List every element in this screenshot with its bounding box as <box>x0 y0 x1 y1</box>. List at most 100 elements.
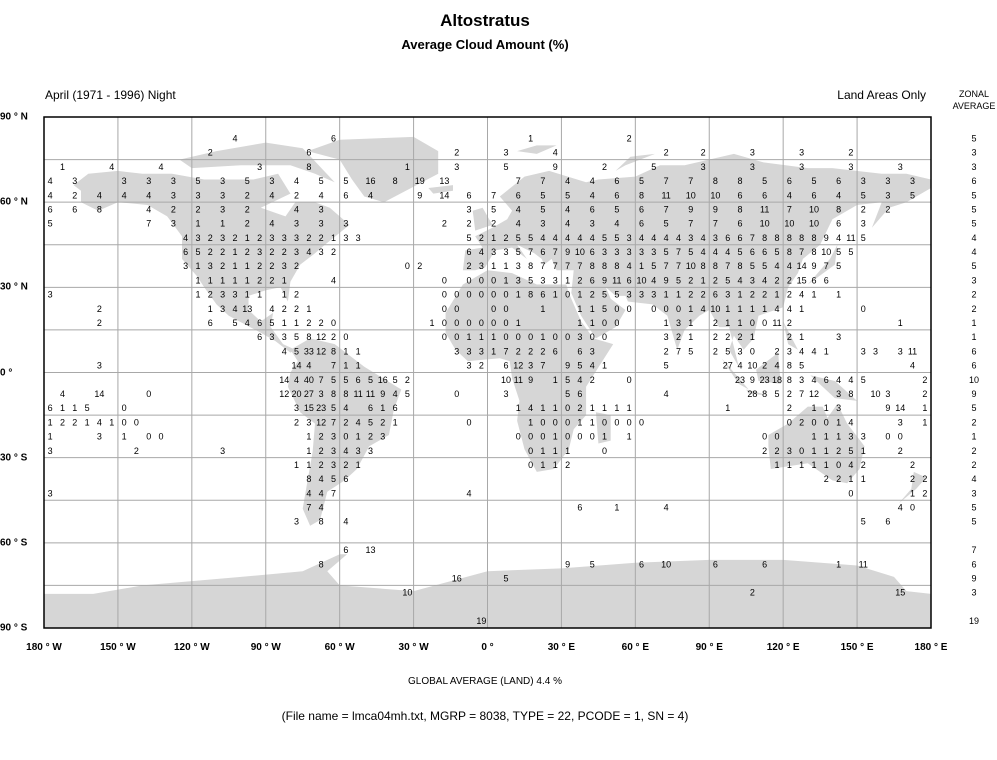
lat-tick-label: 60 ° N <box>0 196 28 208</box>
lon-tick-label: 150 ° E <box>840 642 874 653</box>
cell-value: 4 <box>294 375 299 385</box>
cell-value: 3 <box>467 346 472 356</box>
zonal-average-value: 2 <box>971 446 976 456</box>
cell-value: 3 <box>688 233 693 243</box>
cell-value: 2 <box>257 233 262 243</box>
cell-value: 2 <box>676 332 681 342</box>
cell-value: 3 <box>195 190 200 200</box>
cell-value: 5 <box>688 247 693 257</box>
cell-value: 6 <box>590 204 595 214</box>
cell-value: 1 <box>602 361 607 371</box>
cell-value: 4 <box>343 517 348 527</box>
cell-value: 1 <box>306 446 311 456</box>
cell-value: 1 <box>590 304 595 314</box>
cell-value: 2 <box>467 219 472 229</box>
cell-value: 10 <box>686 190 696 200</box>
cell-value: 4 <box>146 204 151 214</box>
cell-value: 2 <box>245 190 250 200</box>
cell-value: 5 <box>516 233 521 243</box>
cell-value: 7 <box>676 346 681 356</box>
zonal-average-value: 3 <box>971 588 976 598</box>
cell-value: 7 <box>664 204 669 214</box>
cell-value: 5 <box>503 574 508 584</box>
cell-value: 5 <box>848 446 853 456</box>
cell-value: 1 <box>922 417 927 427</box>
cell-value: 4 <box>146 190 151 200</box>
cell-value: 3 <box>294 403 299 413</box>
cell-value: 12 <box>316 417 326 427</box>
cell-value: 3 <box>220 290 225 300</box>
cell-value: 1 <box>738 304 743 314</box>
cell-value: 2 <box>220 247 225 257</box>
cell-value: 1 <box>195 275 200 285</box>
cell-value: 5 <box>664 219 669 229</box>
cell-value: 4 <box>664 503 669 513</box>
cell-value: 8 <box>306 332 311 342</box>
cell-value: 0 <box>159 432 164 442</box>
cell-value: 8 <box>97 204 102 214</box>
cell-value: 1 <box>664 290 669 300</box>
cell-value: 3 <box>294 233 299 243</box>
cell-value: 6 <box>48 403 53 413</box>
cell-value: 2 <box>331 332 336 342</box>
cell-value: 23 <box>316 403 326 413</box>
cell-value: 6 <box>553 346 558 356</box>
cell-value: 4 <box>701 304 706 314</box>
cell-value: 2 <box>282 247 287 257</box>
cell-value: 5 <box>774 247 779 257</box>
cell-value: 7 <box>540 176 545 186</box>
cell-value: 1 <box>245 233 250 243</box>
cell-value: 10 <box>760 219 770 229</box>
cell-value: 2 <box>97 304 102 314</box>
cell-value: 2 <box>713 346 718 356</box>
cell-value: 1 <box>614 503 619 513</box>
land-greenland <box>307 136 439 203</box>
cell-value: 6 <box>738 233 743 243</box>
cell-value: 2 <box>885 204 890 214</box>
cell-value: 1 <box>479 332 484 342</box>
cell-value: 0 <box>343 432 348 442</box>
cell-value: 1 <box>688 304 693 314</box>
cell-value: 5 <box>836 261 841 271</box>
cell-value: 2 <box>787 389 792 399</box>
cell-value: 4 <box>343 446 348 456</box>
cell-value: 16 <box>378 375 388 385</box>
cell-value: 3 <box>319 389 324 399</box>
cell-value: 0 <box>528 460 533 470</box>
cell-value: 4 <box>232 304 237 314</box>
cell-value: 7 <box>688 176 693 186</box>
cell-value: 11 <box>661 190 670 200</box>
land-north-america <box>73 170 350 353</box>
cell-value: 3 <box>257 162 262 172</box>
cell-value: 8 <box>738 176 743 186</box>
cell-value: 1 <box>836 417 841 427</box>
cell-value: 1 <box>577 290 582 300</box>
cell-value: 1 <box>306 304 311 314</box>
cell-value: 3 <box>503 148 508 158</box>
zonal-average-value: 6 <box>971 361 976 371</box>
cell-value: 7 <box>664 176 669 186</box>
zonal-average-value: 7 <box>971 545 976 555</box>
cell-value: 1 <box>799 460 804 470</box>
cell-value: 2 <box>528 346 533 356</box>
cell-value: 6 <box>48 204 53 214</box>
cell-value: 2 <box>590 375 595 385</box>
zonal-average-value: 3 <box>971 488 976 498</box>
cell-value: 2 <box>245 219 250 229</box>
cell-value: 6 <box>356 375 361 385</box>
zonal-average-value: 1 <box>971 432 976 442</box>
cell-value: 1 <box>503 261 508 271</box>
cell-value: 3 <box>491 247 496 257</box>
cell-value: 13 <box>365 545 375 555</box>
cell-value: 0 <box>503 332 508 342</box>
cell-value: 8 <box>799 233 804 243</box>
land-uk <box>472 207 493 231</box>
cell-value: 2 <box>787 332 792 342</box>
cell-value: 1 <box>72 403 77 413</box>
cell-value: 1 <box>811 290 816 300</box>
cell-value: 1 <box>282 290 287 300</box>
cell-value: 4 <box>590 190 595 200</box>
cell-value: 12 <box>279 389 289 399</box>
cell-value: 5 <box>861 517 866 527</box>
cell-value: 6 <box>713 290 718 300</box>
